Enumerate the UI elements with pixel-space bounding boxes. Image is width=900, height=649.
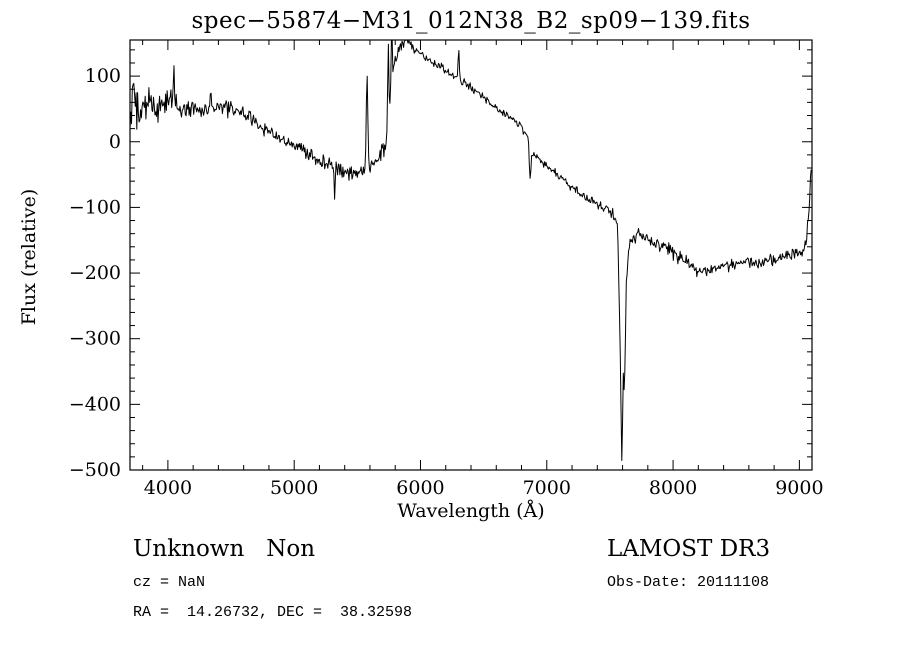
x-tick-label: 4000 — [144, 477, 192, 499]
x-axis-label: Wavelength (Å) — [397, 500, 545, 522]
plot-title: spec−55874−M31_012N38_B2_sp09−139.fits — [191, 8, 751, 34]
plot-frame — [129, 39, 813, 471]
y-tick-label: 0 — [109, 131, 121, 153]
x-tick-label: 5000 — [270, 477, 318, 499]
survey-label: LAMOST DR3 — [607, 536, 771, 562]
x-tick-label: 9000 — [775, 477, 823, 499]
spectrum-trace — [129, 39, 812, 461]
classification-label: Unknown Non — [133, 536, 316, 562]
x-tick-label: 8000 — [649, 477, 697, 499]
y-tick-label: −300 — [69, 328, 121, 350]
y-tick-label: −100 — [69, 196, 121, 218]
x-tick-label: 7000 — [523, 477, 571, 499]
y-tick-label: −500 — [69, 459, 121, 481]
y-axis-label: Flux (relative) — [18, 188, 40, 326]
ra-dec-value: RA = 14.26732, DEC = 38.32598 — [133, 604, 413, 621]
x-tick-label: 6000 — [396, 477, 444, 499]
y-tick-label: −200 — [69, 262, 121, 284]
y-tick-label: −400 — [69, 393, 121, 415]
cz-value: cz = NaN — [133, 574, 206, 591]
obs-date-value: Obs-Date: 20111108 — [607, 574, 770, 591]
y-tick-label: 100 — [85, 65, 121, 87]
